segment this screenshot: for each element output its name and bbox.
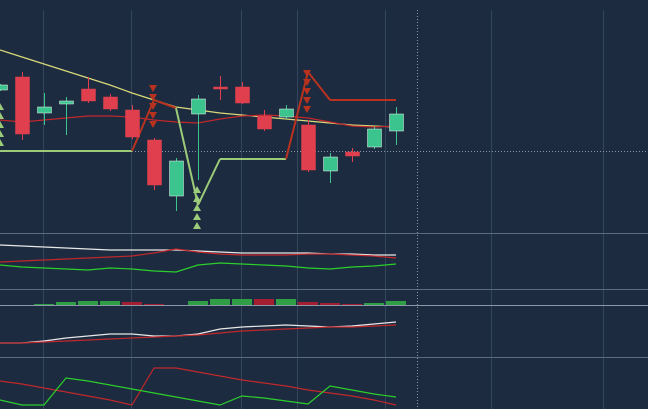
histogram-bar: [122, 302, 142, 305]
trailing-stop: [307, 71, 331, 101]
candle-body: [103, 96, 118, 110]
buy-signal: [0, 139, 4, 146]
candle-body: [0, 84, 8, 91]
indicator-line: [0, 321, 397, 344]
grid: [43, 10, 604, 409]
indicator-line: [0, 367, 397, 406]
candle-body: [323, 156, 338, 172]
histogram-bar: [34, 304, 54, 305]
histogram-bar: [276, 299, 296, 305]
indicator-line: [0, 377, 397, 406]
histogram-bar: [320, 303, 340, 305]
sell-signal: [149, 85, 157, 92]
plot: [0, 49, 406, 406]
indicator-line: [0, 324, 397, 344]
indicator-line: [0, 244, 396, 256]
histogram-bar: [364, 303, 384, 305]
candle-body: [59, 100, 74, 105]
trailing-stop: [197, 158, 221, 206]
histogram-bar: [100, 301, 120, 305]
histogram-bar: [386, 301, 406, 305]
candle-body: [345, 151, 360, 157]
sell-signal: [149, 94, 157, 101]
sell-signal: [149, 103, 157, 110]
panel-dividers: [0, 233, 648, 358]
sell-signal: [303, 70, 311, 77]
buy-signal: [193, 222, 201, 229]
sell-signal: [149, 121, 157, 128]
buy-signal: [0, 112, 4, 119]
candle-body: [37, 106, 52, 114]
candle-body: [125, 109, 140, 138]
trailing-stop: [131, 99, 155, 152]
candle-body: [169, 160, 184, 197]
buy-signal: [0, 121, 4, 128]
histogram-bar: [298, 302, 318, 305]
candle-body: [257, 115, 272, 130]
sell-signal: [303, 79, 311, 86]
histogram-bar: [342, 304, 362, 305]
candle-body: [389, 113, 404, 132]
histogram-bar: [56, 302, 76, 305]
buy-signal: [193, 213, 201, 220]
histogram-bar: [188, 301, 208, 305]
buy-signal: [0, 130, 4, 137]
candle-body: [279, 108, 294, 118]
candle-body: [147, 139, 162, 186]
candle-body: [191, 98, 206, 115]
trailing-stop: [175, 107, 199, 206]
histogram-bar: [78, 301, 98, 305]
candle-body: [213, 86, 228, 90]
trailing-stop: [285, 71, 309, 160]
buy-signal: [193, 204, 201, 211]
candle-body: [15, 76, 30, 135]
sell-signal: [303, 97, 311, 104]
histogram-bar: [254, 299, 274, 305]
sell-signal: [303, 106, 311, 113]
indicator-line: [0, 248, 397, 263]
candle-body: [81, 88, 96, 102]
buy-signal: [193, 195, 201, 202]
sell-signal: [303, 88, 311, 95]
histogram-bar: [210, 299, 230, 305]
trailing-stop: [153, 99, 177, 109]
sell-signal: [149, 112, 157, 119]
candle-body: [301, 124, 316, 171]
buy-signal: [193, 186, 201, 193]
histogram-bar: [144, 304, 164, 305]
candle-body: [367, 128, 382, 148]
histogram-bar: [232, 299, 252, 305]
buy-signal: [0, 103, 4, 110]
candle-body: [235, 86, 250, 104]
indicator-line: [0, 262, 397, 273]
